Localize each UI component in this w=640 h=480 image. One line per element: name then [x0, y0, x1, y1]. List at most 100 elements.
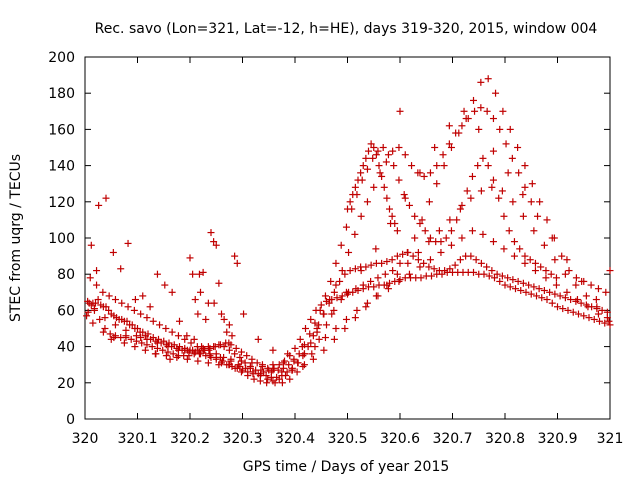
data-point — [543, 296, 551, 304]
data-point — [470, 268, 477, 276]
data-point — [111, 321, 119, 329]
data-point — [596, 317, 603, 325]
data-point — [384, 285, 392, 293]
data-point — [480, 270, 488, 278]
data-point — [451, 261, 459, 269]
data-point — [567, 296, 575, 304]
data-point — [456, 256, 464, 264]
data-point — [416, 169, 424, 177]
data-point — [351, 265, 359, 273]
data-point — [401, 151, 409, 159]
data-point — [94, 296, 102, 304]
data-point — [542, 267, 550, 275]
data-point — [421, 227, 429, 235]
data-point — [416, 220, 424, 228]
data-point — [124, 303, 132, 311]
data-point — [598, 306, 606, 314]
data-point — [408, 162, 416, 170]
data-point — [573, 296, 581, 304]
data-point — [359, 281, 367, 289]
data-point — [250, 375, 258, 383]
data-point — [199, 268, 207, 276]
data-point — [526, 256, 534, 264]
data-point — [484, 75, 492, 83]
data-point — [212, 350, 220, 358]
data-point — [205, 346, 213, 354]
data-point — [354, 176, 362, 184]
data-point — [479, 230, 487, 238]
data-point — [176, 317, 183, 325]
data-point — [162, 352, 170, 360]
data-point — [531, 259, 539, 267]
data-point — [151, 350, 159, 358]
data-point — [202, 315, 210, 323]
data-point — [362, 263, 370, 271]
data-point — [383, 281, 391, 289]
data-point — [327, 277, 335, 285]
data-point — [206, 352, 214, 360]
data-point — [460, 107, 468, 115]
data-point — [148, 343, 156, 351]
data-point — [530, 227, 538, 235]
data-point — [522, 288, 530, 296]
data-point — [218, 310, 225, 318]
data-point — [488, 183, 496, 191]
data-point — [561, 294, 569, 302]
data-point — [489, 238, 497, 246]
data-point — [439, 151, 447, 159]
data-point — [285, 361, 293, 369]
data-point — [479, 154, 487, 162]
y-tick-label: 140 — [48, 159, 75, 175]
data-point — [447, 227, 455, 235]
data-point — [332, 325, 340, 332]
x-tick-label: 320.1 — [117, 431, 157, 447]
x-tick-label: 320.4 — [275, 431, 315, 447]
data-point — [107, 335, 115, 343]
data-point — [294, 359, 302, 367]
data-point — [300, 350, 308, 358]
data-point — [393, 270, 401, 278]
data-point — [510, 238, 518, 246]
data-point — [587, 281, 595, 289]
data-point — [395, 176, 403, 184]
data-point — [601, 319, 609, 327]
data-point — [316, 306, 324, 314]
data-point — [559, 305, 567, 313]
data-point — [605, 317, 613, 325]
data-point — [363, 299, 371, 307]
data-point — [489, 115, 497, 123]
data-point — [378, 172, 386, 180]
data-point — [514, 144, 522, 151]
data-point — [456, 205, 464, 213]
data-point — [380, 183, 388, 191]
data-point — [333, 294, 341, 302]
data-point — [249, 368, 257, 376]
data-point — [365, 147, 372, 155]
data-point — [99, 288, 107, 296]
data-point — [379, 144, 387, 151]
data-point — [500, 245, 508, 253]
data-point — [502, 140, 510, 148]
data-point — [428, 272, 435, 280]
data-point — [552, 281, 560, 289]
data-point — [540, 241, 548, 249]
data-point — [475, 125, 483, 133]
data-point — [174, 332, 182, 340]
data-point — [551, 256, 559, 264]
data-point — [278, 368, 286, 376]
data-point — [433, 162, 441, 170]
data-point — [353, 306, 361, 314]
y-tick-label: 160 — [48, 122, 75, 138]
data-point — [271, 379, 279, 387]
data-point — [351, 183, 359, 191]
data-point — [425, 198, 433, 206]
data-point — [411, 212, 419, 220]
data-point — [500, 212, 508, 220]
data-point — [342, 315, 350, 323]
data-point — [317, 301, 325, 309]
data-point — [363, 198, 371, 206]
data-point — [404, 259, 412, 267]
data-point — [183, 355, 191, 363]
data-point — [93, 281, 101, 289]
data-point — [477, 187, 485, 195]
